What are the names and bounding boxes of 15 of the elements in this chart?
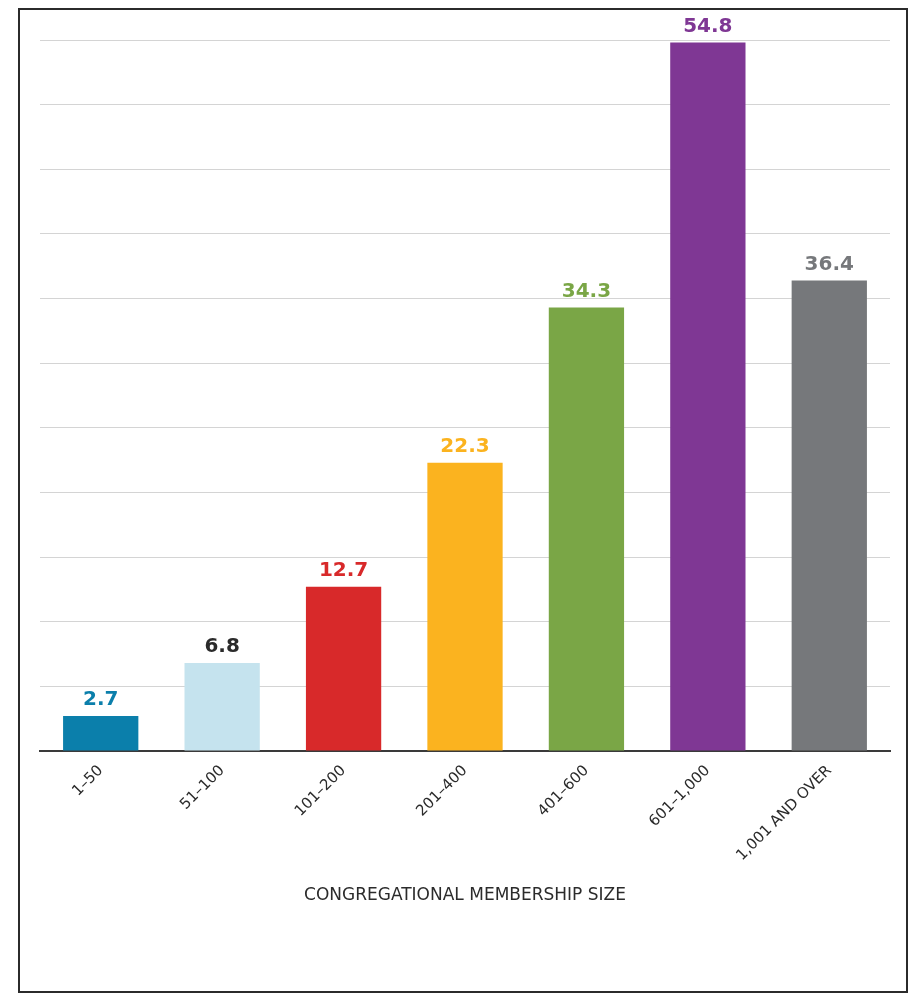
x-axis-title: CONGREGATIONAL MEMBERSHIP SIZE	[304, 884, 626, 905]
data-label: 36.4	[804, 250, 854, 275]
data-label: 22.3	[440, 432, 490, 457]
bar	[791, 280, 867, 751]
bar	[305, 586, 382, 751]
bar	[548, 307, 625, 751]
data-label: 6.8	[204, 633, 240, 658]
bar	[184, 663, 260, 751]
bar	[63, 716, 139, 751]
data-label: 12.7	[318, 556, 369, 581]
data-label: 2.7	[83, 686, 119, 711]
data-label: 54.8	[683, 12, 733, 37]
data-label: 34.3	[561, 277, 612, 302]
bar	[670, 42, 746, 751]
bar	[427, 462, 503, 751]
